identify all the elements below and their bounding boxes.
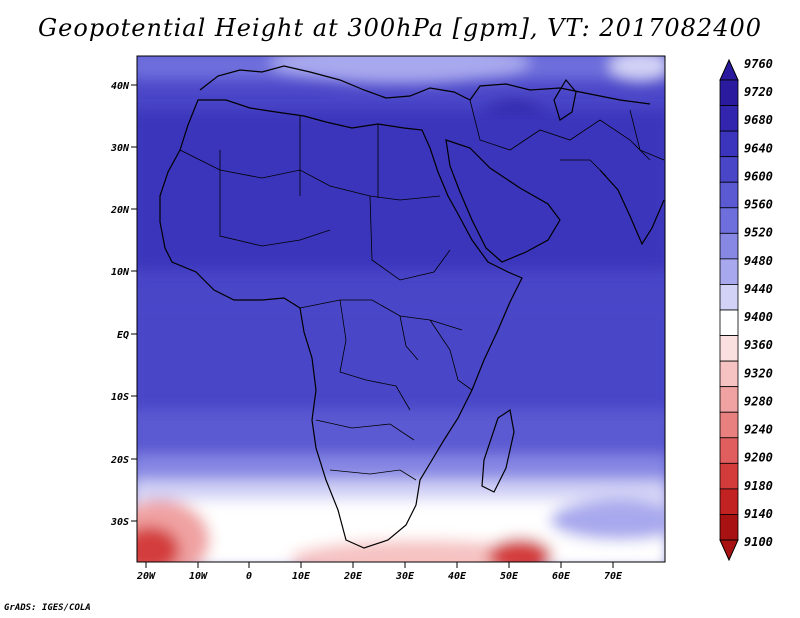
colorbar-label: 9480 xyxy=(744,254,773,268)
border-east xyxy=(399,315,473,391)
colorbar-label: 9240 xyxy=(744,423,773,437)
height-field xyxy=(137,56,665,562)
colorbar-swatch xyxy=(719,258,739,285)
colorbar-swatch xyxy=(719,411,739,439)
lat-label: 30N xyxy=(110,143,130,154)
lat-label: 30S xyxy=(110,517,129,528)
colorbar-swatch xyxy=(719,207,739,234)
lon-label: 60E xyxy=(552,571,571,582)
border-southern xyxy=(315,419,417,481)
colorbar-swatch xyxy=(719,79,739,106)
colorbar-label: 9200 xyxy=(744,451,773,465)
colorbar-label: 9440 xyxy=(744,282,773,296)
colorbar-swatch xyxy=(719,386,739,413)
colorbar-label: 9280 xyxy=(744,394,773,408)
colorbar-label: 9320 xyxy=(744,366,773,380)
colorbar-swatch xyxy=(719,181,739,209)
field-low-ne-pale xyxy=(610,56,665,82)
india-coastline xyxy=(599,169,665,246)
colorbar-label: 9600 xyxy=(744,169,773,183)
border-sahara xyxy=(179,149,441,201)
colorbar-swatch xyxy=(719,232,739,260)
colorbar-label: 9180 xyxy=(744,479,773,493)
lon-label: 0 xyxy=(246,571,252,582)
colorbar-label: 9560 xyxy=(744,198,773,212)
colorbar-swatch xyxy=(719,437,739,464)
lon-label: 50E xyxy=(500,571,519,582)
lat-label: 10S xyxy=(111,392,129,403)
lon-label: 10W xyxy=(189,571,208,582)
colorbar-swatch xyxy=(719,156,739,183)
africa-coastline xyxy=(159,99,523,549)
colorbar-swatch xyxy=(719,130,739,158)
caspian-outline xyxy=(553,78,577,121)
border-asia xyxy=(560,109,665,177)
field-band-north-deep xyxy=(137,110,665,270)
lat-label: 20S xyxy=(110,455,129,466)
colorbar-swatch xyxy=(719,309,739,336)
colorbar-label: 9100 xyxy=(744,535,773,549)
map-title: Geopotential Height at 300hPa [gpm], VT:… xyxy=(38,14,762,42)
plot-frame xyxy=(136,55,666,563)
grads-credit: GrADS: IGES/COLA xyxy=(4,603,91,613)
colorbar-swatch xyxy=(719,335,739,362)
colorbar-top-arrow xyxy=(719,58,739,81)
lat-label: 40N xyxy=(111,81,130,92)
colorbar-label: 9640 xyxy=(744,141,773,155)
colorbar-label: 9140 xyxy=(744,507,773,521)
border-congo xyxy=(339,299,411,411)
field-low-south-pink xyxy=(290,540,550,562)
border-sudan xyxy=(369,195,451,281)
lat-label: 10N xyxy=(111,267,130,278)
lon-label: 70E xyxy=(604,571,623,582)
field-band-tropical xyxy=(137,300,665,410)
colorbar-label: 9680 xyxy=(744,113,773,127)
lon-axis: 20W 10W 0 10E 20E 30E 40E 50E 60E 70E xyxy=(136,562,623,582)
field-mediterranean-pale xyxy=(270,56,530,84)
lon-label: 30E xyxy=(395,571,415,582)
lon-label: 20E xyxy=(343,571,363,582)
border-mali-niger xyxy=(219,150,331,247)
colorbar-label: 9360 xyxy=(744,338,773,352)
colorbar-swatch xyxy=(719,514,739,541)
borders xyxy=(179,99,665,481)
field-band-south-mid xyxy=(137,410,665,455)
lat-label: 20N xyxy=(110,205,130,216)
lon-label: 20W xyxy=(136,571,156,582)
field-east-light-lobe xyxy=(550,500,665,540)
colorbar-swatch xyxy=(719,284,739,311)
colorbar: 9760 9720 9680 9640 9600 9560 9520 9480 9440 9400… xyxy=(719,57,773,562)
colorbar-swatch xyxy=(719,488,739,515)
europe-coastline xyxy=(199,65,651,105)
field-low-south-red xyxy=(488,538,552,562)
colorbar-swatch xyxy=(719,462,739,490)
colorbar-swatch xyxy=(719,360,739,388)
border-middle-east xyxy=(469,99,651,161)
colorbar-label: 9760 xyxy=(744,57,773,71)
colorbar-label: 9720 xyxy=(744,85,773,99)
field-low-sw-red xyxy=(137,526,180,562)
arabia-coastline xyxy=(445,139,561,263)
coastlines xyxy=(159,65,665,549)
colorbar-label: 9520 xyxy=(744,226,773,240)
lat-axis: 40N 30N 20N 10N EQ 10S 20S 30S xyxy=(110,81,137,528)
border-central xyxy=(299,299,463,331)
border-libya-egypt xyxy=(299,116,379,198)
colorbar-swatch xyxy=(719,105,739,132)
lon-label: 10E xyxy=(292,571,311,582)
lat-label: EQ xyxy=(117,330,129,341)
lon-label: 40E xyxy=(448,571,467,582)
madagascar-coastline xyxy=(481,408,515,493)
colorbar-label: 9400 xyxy=(744,310,773,324)
colorbar-bottom-arrow xyxy=(719,539,739,562)
